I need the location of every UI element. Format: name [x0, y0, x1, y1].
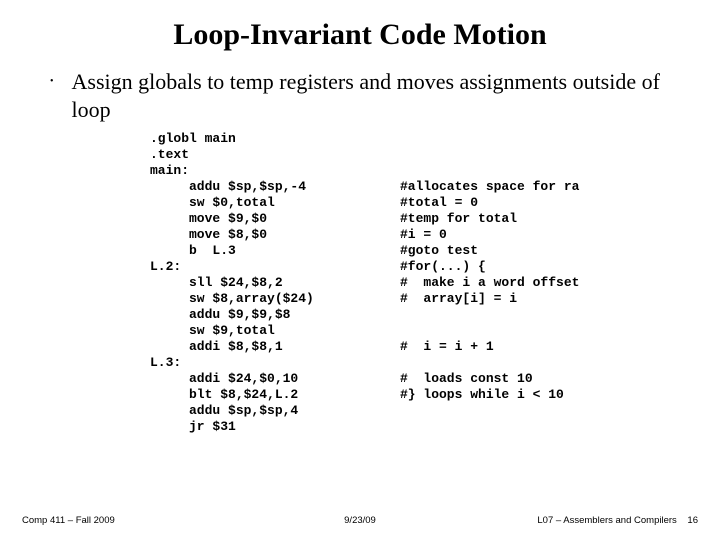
footer-date: 9/23/09: [344, 515, 376, 526]
slide: Loop-Invariant Code Motion • Assign glob…: [0, 0, 720, 540]
code-line: move $8,$0#i = 0: [150, 227, 680, 243]
code-instruction: sw $9,total: [150, 323, 400, 339]
code-comment: # array[i] = i: [400, 291, 517, 307]
code-line: move $9,$0#temp for total: [150, 211, 680, 227]
code-instruction: addu $9,$9,$8: [150, 307, 400, 323]
code-line: L.3:: [150, 355, 680, 371]
footer-lecture-label: L07 – Assemblers and Compilers: [537, 515, 676, 526]
code-line: b L.3#goto test: [150, 243, 680, 259]
code-instruction: sll $24,$8,2: [150, 275, 400, 291]
code-instruction: jr $31: [150, 419, 400, 435]
slide-title: Loop-Invariant Code Motion: [40, 18, 680, 52]
code-instruction: sw $0,total: [150, 195, 400, 211]
code-block: .globl main.textmain: addu $sp,$sp,-4#al…: [150, 131, 680, 435]
code-comment: #temp for total: [400, 211, 517, 227]
code-line: addu $sp,$sp,-4#allocates space for ra: [150, 179, 680, 195]
code-line: addu $9,$9,$8: [150, 307, 680, 323]
code-instruction: blt $8,$24,L.2: [150, 387, 400, 403]
code-instruction: main:: [150, 163, 400, 179]
code-line: .text: [150, 147, 680, 163]
code-comment: #i = 0: [400, 227, 447, 243]
code-instruction: move $8,$0: [150, 227, 400, 243]
bullet-text: Assign globals to temp registers and mov…: [72, 68, 680, 123]
code-line: sw $0,total#total = 0: [150, 195, 680, 211]
footer-left: Comp 411 – Fall 2009: [22, 515, 115, 526]
code-line: .globl main: [150, 131, 680, 147]
code-line: addu $sp,$sp,4: [150, 403, 680, 419]
code-line: blt $8,$24,L.2#} loops while i < 10: [150, 387, 680, 403]
code-line: main:: [150, 163, 680, 179]
code-instruction: .text: [150, 147, 400, 163]
code-comment: #total = 0: [400, 195, 478, 211]
code-comment: # i = i + 1: [400, 339, 494, 355]
footer-page-number: 16: [687, 515, 698, 526]
code-line: sw $8,array($24)# array[i] = i: [150, 291, 680, 307]
footer: Comp 411 – Fall 2009 9/23/09 L07 – Assem…: [0, 515, 720, 526]
footer-right: L07 – Assemblers and Compilers 16: [537, 515, 698, 526]
code-comment: #} loops while i < 10: [400, 387, 564, 403]
code-comment: #for(...) {: [400, 259, 486, 275]
code-instruction: L.3:: [150, 355, 400, 371]
bullet-marker: •: [50, 68, 54, 96]
code-line: L.2:#for(...) {: [150, 259, 680, 275]
code-comment: # make i a word offset: [400, 275, 579, 291]
code-line: addi $24,$0,10# loads const 10: [150, 371, 680, 387]
code-line: sll $24,$8,2# make i a word offset: [150, 275, 680, 291]
code-line: sw $9,total: [150, 323, 680, 339]
code-comment: #allocates space for ra: [400, 179, 579, 195]
code-instruction: move $9,$0: [150, 211, 400, 227]
code-instruction: sw $8,array($24): [150, 291, 400, 307]
code-instruction: L.2:: [150, 259, 400, 275]
code-line: jr $31: [150, 419, 680, 435]
code-line: addi $8,$8,1# i = i + 1: [150, 339, 680, 355]
code-instruction: addi $24,$0,10: [150, 371, 400, 387]
code-instruction: addu $sp,$sp,-4: [150, 179, 400, 195]
bullet-row: • Assign globals to temp registers and m…: [50, 68, 680, 123]
code-instruction: .globl main: [150, 131, 400, 147]
code-instruction: addi $8,$8,1: [150, 339, 400, 355]
code-comment: # loads const 10: [400, 371, 533, 387]
code-instruction: addu $sp,$sp,4: [150, 403, 400, 419]
code-comment: #goto test: [400, 243, 478, 259]
code-instruction: b L.3: [150, 243, 400, 259]
